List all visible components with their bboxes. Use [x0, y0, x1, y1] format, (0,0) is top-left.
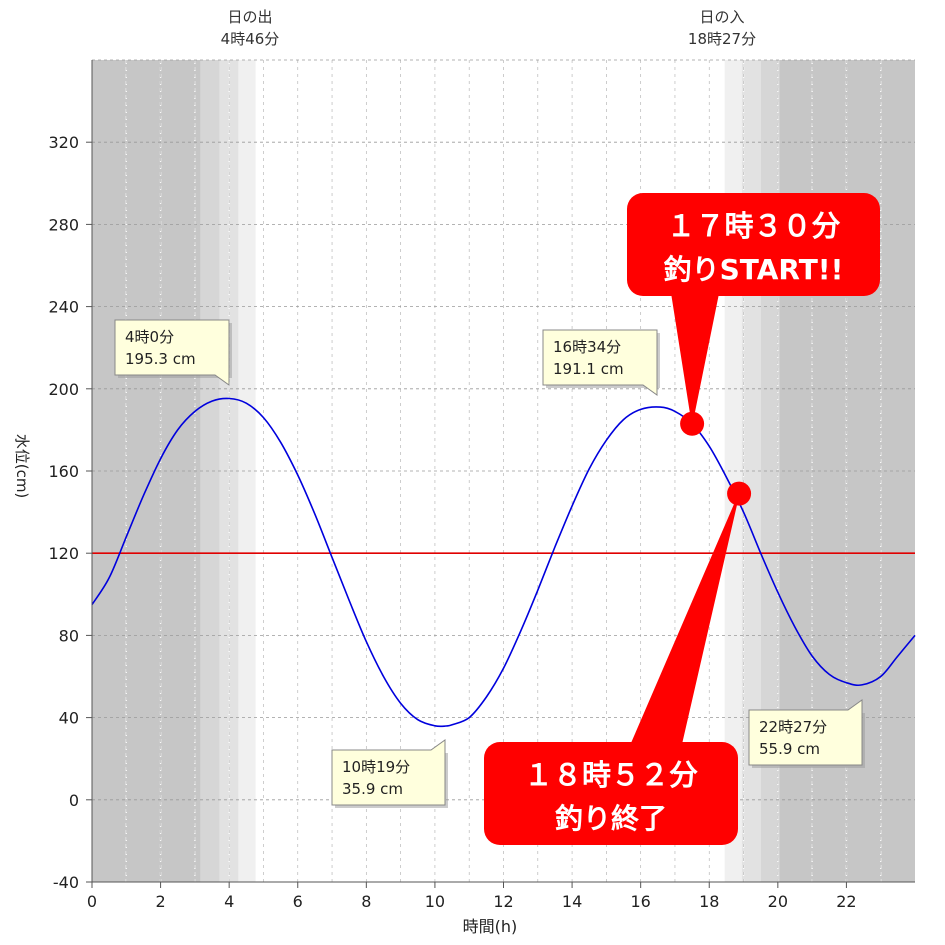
x-tick-label: 2: [155, 892, 165, 911]
twilight-band-morning: [219, 60, 239, 882]
callout-time: 4時0分: [125, 328, 174, 346]
y-tick-label: 80: [59, 626, 79, 645]
extremum-callout: 10時19分 35.9 cm: [331, 739, 448, 808]
callout-box: [114, 319, 230, 386]
extremum-callout: 22時27分 55.9 cm: [748, 699, 865, 768]
y-tick-label: 120: [48, 544, 79, 563]
callout-time: 10時19分: [342, 758, 410, 776]
y-axis-label: 水位(cm): [13, 434, 31, 499]
x-tick-label: 14: [562, 892, 582, 911]
extremum-callout: 16時34分 191.1 cm: [542, 329, 660, 396]
callout-bubble: [484, 742, 738, 845]
y-tick-label: 0: [69, 791, 79, 810]
tide-level-line: [91, 397, 916, 728]
callout-value: 55.9 cm: [759, 740, 820, 758]
sunset-time: 18時27分: [688, 30, 756, 48]
callout-value: 195.3 cm: [125, 350, 196, 368]
x-tick-label: 16: [630, 892, 650, 911]
x-tick-label: 0: [87, 892, 97, 911]
callout-subtitle: 釣り終了: [555, 802, 667, 835]
x-tick-label: 8: [361, 892, 371, 911]
x-tick-label: 4: [224, 892, 234, 911]
y-tick-label: 320: [48, 133, 79, 152]
time-marker-dot: [727, 481, 752, 506]
annotations-layer: 4時0分 195.3 cm 10時19分 35.9 cm 16時34分 191.1 cm 2…: [114, 319, 865, 808]
sun-labels: 日の出 4時46分 日の入 18時27分: [221, 8, 756, 48]
callout-time: 16時34分: [553, 338, 621, 356]
callout-subtitle: 釣りSTART!!: [664, 253, 844, 286]
y-tick-label: -40: [53, 873, 79, 892]
x-tick-label: 12: [493, 892, 513, 911]
callout-box: [331, 739, 446, 806]
axes-layer: 0 2 4 6 8 10 12 14 16 18 20 22 -40 0 40 80 120 160 200 240 2…: [48, 60, 915, 911]
y-tick-label: 160: [48, 462, 79, 481]
y-tick-label: 240: [48, 298, 79, 317]
time-marker-dot: [680, 411, 705, 436]
x-tick-label: 22: [836, 892, 856, 911]
x-tick-label: 6: [293, 892, 303, 911]
callout-box: [748, 699, 863, 766]
extremum-callout: 4時0分 195.3 cm: [114, 319, 232, 386]
x-tick-label: 20: [768, 892, 788, 911]
callout-time: 22時27分: [759, 718, 827, 736]
callout-box: [542, 329, 658, 396]
twilight-band-morning: [200, 60, 220, 882]
callout-bubble: [627, 193, 880, 296]
y-tick-label: 280: [48, 215, 79, 234]
callout-title: １８時５２分: [524, 758, 698, 792]
x-axis-label: 時間(h): [463, 917, 518, 936]
sunrise-label: 日の出: [227, 8, 272, 26]
sunrise-time: 4時46分: [221, 30, 280, 48]
y-tick-label: 200: [48, 380, 79, 399]
callout-value: 35.9 cm: [342, 780, 403, 798]
callout-title: １７時３０分: [666, 209, 840, 243]
callout-value: 191.1 cm: [553, 360, 624, 378]
x-tick-label: 18: [699, 892, 719, 911]
series-layer: [91, 397, 916, 728]
sunset-label: 日の入: [699, 8, 744, 26]
x-tick-label: 10: [425, 892, 445, 911]
y-tick-label: 40: [59, 709, 79, 728]
twilight-band-morning: [238, 60, 256, 882]
